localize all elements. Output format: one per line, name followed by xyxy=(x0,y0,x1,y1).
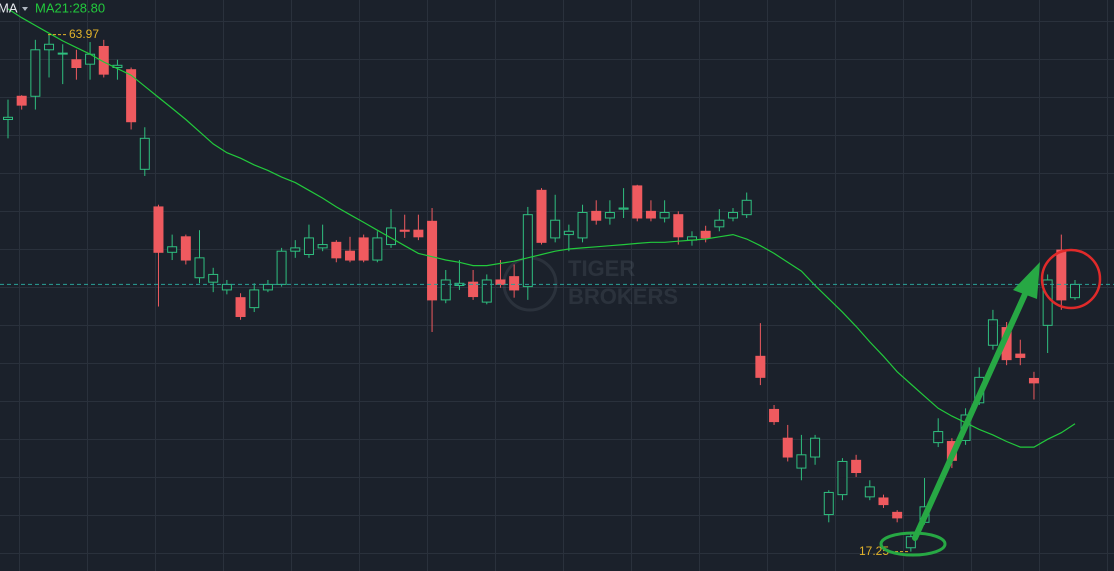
candle-body xyxy=(905,536,916,549)
candle-body xyxy=(167,246,178,253)
candle-body xyxy=(591,210,602,221)
candle-body xyxy=(153,206,164,253)
header: MA MA21:28.80 xyxy=(0,0,105,15)
candle-body xyxy=(126,69,137,123)
candle-body xyxy=(741,199,752,216)
candle-body xyxy=(632,185,643,219)
candle-body xyxy=(249,289,260,309)
annotations xyxy=(879,248,1102,557)
candle-body xyxy=(878,497,889,506)
arrow-head xyxy=(1013,262,1040,299)
candle-body xyxy=(71,59,82,69)
candle-body xyxy=(235,297,246,317)
candle-body xyxy=(331,241,342,259)
candle-body xyxy=(714,219,725,228)
candle-body xyxy=(57,52,68,55)
watermark-text: BROKERS xyxy=(568,284,678,309)
candle-body xyxy=(317,244,328,249)
candle-body xyxy=(16,95,27,106)
low-highlight xyxy=(879,531,947,557)
candle-body xyxy=(495,279,506,285)
candle-body xyxy=(399,229,410,232)
candle-body xyxy=(44,43,55,51)
candle-body xyxy=(1056,249,1067,301)
ma-line xyxy=(7,8,1076,448)
candle-body xyxy=(344,250,355,261)
candle-body xyxy=(522,214,533,288)
candle-body xyxy=(276,250,287,285)
watermark: TIGER BROKERS xyxy=(502,256,678,312)
candle-body xyxy=(372,237,383,261)
candle-body xyxy=(1042,279,1053,326)
candle-body xyxy=(1070,283,1080,299)
candle-body xyxy=(550,219,561,239)
candle-body xyxy=(659,211,670,219)
indicator-name: MA xyxy=(0,0,18,15)
dropdown-icon[interactable] xyxy=(22,7,28,11)
candle-body xyxy=(481,279,492,303)
candle-body xyxy=(892,511,903,519)
candle-body xyxy=(1015,353,1026,358)
candle-body xyxy=(509,276,520,291)
candle-body xyxy=(440,279,451,301)
candle-body xyxy=(208,273,219,283)
candle-body xyxy=(645,210,656,219)
candle-body xyxy=(413,229,424,238)
candle-body xyxy=(577,211,588,239)
high-highlight xyxy=(1040,248,1102,310)
candle-body xyxy=(604,211,615,219)
candle-body xyxy=(933,431,944,444)
candle-body xyxy=(673,214,684,238)
candle-body xyxy=(358,237,369,261)
candle-body xyxy=(755,355,766,378)
candle-body xyxy=(303,237,314,256)
candle-body xyxy=(728,211,739,219)
watermark-text: TIGER xyxy=(568,256,635,281)
candle-body xyxy=(987,319,998,346)
candle-body xyxy=(536,189,547,243)
candle-body xyxy=(139,137,150,170)
candle-body xyxy=(864,486,875,498)
candle-body xyxy=(30,49,41,97)
candle-body xyxy=(386,227,397,246)
candle-body xyxy=(851,459,862,474)
candle-body xyxy=(221,283,232,291)
candle-body xyxy=(468,281,479,298)
trend-arrow xyxy=(912,289,1029,541)
candle-body xyxy=(823,491,834,516)
candle-body xyxy=(1028,377,1039,384)
candle-body xyxy=(810,437,821,458)
candle-body xyxy=(782,437,793,458)
candle-body xyxy=(427,220,438,301)
candle-body xyxy=(563,230,574,236)
candle-body xyxy=(796,454,807,469)
ma-legend: MA21:28.80 xyxy=(35,0,105,15)
candle-body xyxy=(700,230,711,239)
candle-body xyxy=(3,116,13,121)
candle-body xyxy=(262,283,273,291)
candle-body xyxy=(98,45,109,75)
candle-body xyxy=(837,460,848,496)
candle-body xyxy=(618,207,629,210)
candle-body xyxy=(769,408,780,423)
candle-body xyxy=(180,236,191,261)
high-label: 63.97 xyxy=(69,27,99,41)
candle-body xyxy=(194,257,205,279)
candle-body xyxy=(290,247,301,252)
